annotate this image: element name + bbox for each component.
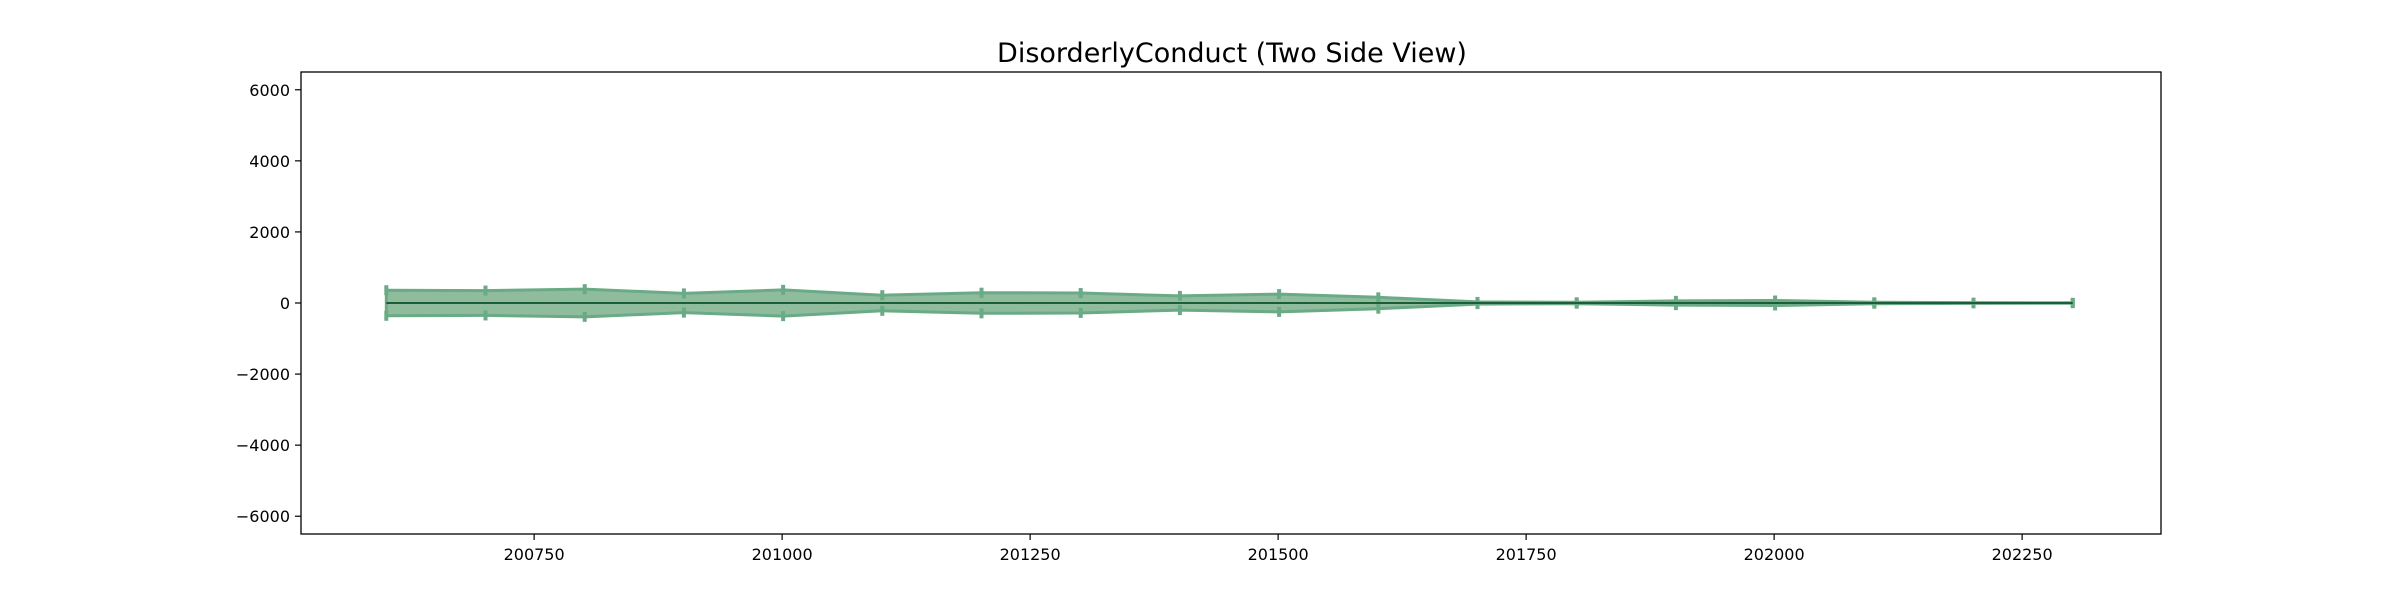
plot-area (384, 284, 2075, 322)
chart-title: DisorderlyConduct (Two Side View) (997, 38, 1467, 69)
y-tick-label: 2000 (249, 223, 290, 242)
y-tick-label: −6000 (236, 507, 290, 526)
y-tick-label: −4000 (236, 436, 290, 455)
x-tick-label: 200750 (504, 545, 565, 564)
x-tick-label: 201750 (1496, 545, 1557, 564)
x-tick-label: 202000 (1744, 545, 1805, 564)
y-tick-label: 4000 (249, 152, 290, 171)
x-axis: 200750 201000 201250 201500 201750 202000 2022… (504, 534, 2053, 564)
y-tick-label: −2000 (236, 365, 290, 384)
x-tick-label: 201500 (1248, 545, 1309, 564)
x-tick-label: 202250 (1992, 545, 2053, 564)
y-tick-label: 6000 (249, 81, 290, 100)
x-tick-label: 201000 (752, 545, 813, 564)
y-tick-label: 0 (280, 294, 290, 313)
y-axis: 6000 4000 2000 0 −2000 −4000 −6000 (236, 81, 301, 526)
x-tick-label: 201250 (1000, 545, 1061, 564)
